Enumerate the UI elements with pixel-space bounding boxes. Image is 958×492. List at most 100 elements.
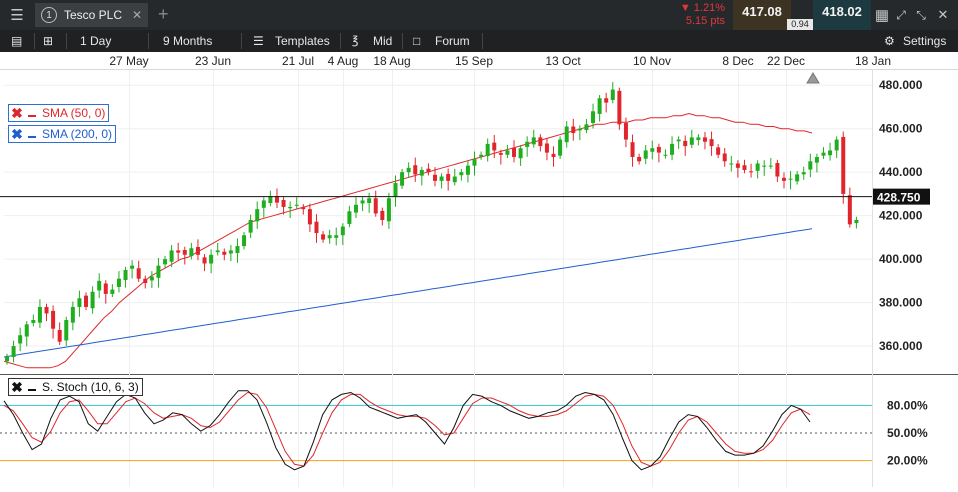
- candle-body: [314, 221, 319, 234]
- expand-icon[interactable]: ⤢: [896, 7, 906, 22]
- date-axis-label: 27 May: [109, 54, 148, 68]
- tab-number-badge: 1: [41, 7, 57, 23]
- remove-indicator-icon[interactable]: ✖: [11, 125, 23, 142]
- settings-button[interactable]: Settings: [903, 34, 947, 48]
- settings-icon[interactable]: ⚙: [884, 34, 895, 48]
- window-icon[interactable]: ▦: [874, 7, 890, 24]
- candle-body: [268, 196, 273, 204]
- candle-body: [847, 195, 852, 225]
- candle-body: [261, 200, 266, 208]
- candle-body: [452, 176, 457, 183]
- forum-button[interactable]: Forum: [435, 34, 470, 48]
- price-type-button[interactable]: Mid: [373, 34, 393, 48]
- minimize-indicator-icon[interactable]: [25, 105, 39, 121]
- sma200-line: [3, 228, 813, 358]
- legend-sma200[interactable]: ✖ SMA (200, 0): [8, 125, 117, 143]
- candle-body: [696, 137, 701, 140]
- candle-body: [242, 235, 247, 247]
- templates-icon[interactable]: ☰: [253, 34, 264, 48]
- candle-body: [591, 111, 596, 124]
- candle-body: [788, 178, 793, 180]
- candle-body: [77, 298, 82, 307]
- candle-body: [604, 98, 609, 103]
- candle-body: [294, 204, 299, 206]
- candle-body: [663, 154, 668, 156]
- candle-body: [577, 128, 582, 131]
- date-axis-label: 15 Sep: [455, 54, 493, 68]
- candle-body: [472, 159, 477, 166]
- tab-title: Tesco PLC: [64, 8, 123, 22]
- ask-button[interactable]: 418.02: [813, 0, 871, 30]
- templates-button[interactable]: Templates: [275, 34, 330, 48]
- candle-body: [209, 254, 214, 264]
- candle-body: [538, 137, 543, 147]
- menu-icon[interactable]: ☰: [10, 7, 24, 24]
- price-chart[interactable]: 27 May 23 Jun 21 Jul 4 Aug 18 Aug 15 Sep 13 Oc…: [0, 52, 958, 487]
- minimize-indicator-icon[interactable]: [25, 379, 39, 395]
- candle-body: [564, 126, 569, 143]
- remove-indicator-icon[interactable]: ✖: [11, 104, 23, 121]
- date-axis-label: 22 Dec: [767, 54, 805, 68]
- candle-body: [834, 139, 839, 151]
- stoch-axis-label: 80.00%: [887, 398, 928, 412]
- price-axis-label: 380.000: [879, 296, 923, 310]
- bid-button[interactable]: 417.08: [733, 0, 791, 30]
- candle-body: [584, 124, 589, 130]
- price-axis-label: 400.000: [879, 252, 923, 266]
- add-tab-icon[interactable]: +: [158, 4, 169, 24]
- candle-body: [479, 154, 484, 157]
- candle-body: [426, 168, 431, 173]
- minimize-indicator-icon[interactable]: [25, 126, 39, 142]
- candle-body: [84, 295, 89, 307]
- date-axis-label: 21 Jul: [282, 54, 314, 68]
- scroll-marker-icon: [806, 72, 820, 84]
- tab-tesco[interactable]: 1 Tesco PLC ✕: [35, 3, 148, 27]
- layout-icon[interactable]: ▤: [11, 34, 23, 48]
- range-dropdown[interactable]: 9 Months: [163, 34, 213, 48]
- change-points: 5.15 pts: [685, 15, 725, 27]
- grid-icon[interactable]: ⊞: [43, 34, 54, 48]
- candle-body: [110, 289, 115, 294]
- date-axis-bg: [0, 52, 958, 69]
- legend-sma50-label: SMA (50, 0): [42, 106, 106, 120]
- candle-body: [735, 163, 740, 168]
- forum-icon[interactable]: □: [413, 34, 421, 48]
- candle-body: [630, 142, 635, 157]
- candle-body: [525, 141, 530, 147]
- candle-body: [189, 248, 194, 257]
- candle-body: [347, 211, 352, 224]
- candle-body: [90, 291, 95, 309]
- candle-body: [544, 143, 549, 153]
- stoch-axis-label: 20.00%: [887, 454, 928, 468]
- candle-body: [768, 165, 773, 167]
- price-type-icon[interactable]: ℥: [352, 35, 359, 47]
- close-window-icon[interactable]: ✕: [937, 7, 949, 22]
- candle-body: [512, 147, 517, 157]
- candle-body: [70, 306, 75, 323]
- candle-body: [571, 126, 576, 134]
- candle-body: [11, 346, 16, 357]
- candle-body: [742, 165, 747, 170]
- price-change: ▼ 1.21% 5.15 pts: [655, 2, 725, 28]
- candle-body: [24, 324, 29, 337]
- candle-body: [44, 306, 49, 314]
- interval-dropdown[interactable]: 1 Day: [80, 34, 112, 48]
- legend-stoch[interactable]: ✖ S. Stoch (10, 6, 3): [8, 378, 143, 396]
- candle-body: [406, 167, 411, 173]
- candle-body: [281, 200, 286, 207]
- candle-body: [683, 140, 688, 147]
- divider: [66, 33, 67, 49]
- remove-indicator-icon[interactable]: ✖: [11, 378, 23, 395]
- chart-area[interactable]: 27 May 23 Jun 21 Jul 4 Aug 18 Aug 15 Sep 13 Oc…: [0, 52, 958, 487]
- candle-body: [18, 335, 23, 344]
- candle-body: [5, 356, 9, 362]
- candle-body: [485, 143, 490, 157]
- candle-body: [215, 250, 220, 253]
- close-icon[interactable]: ✕: [132, 8, 143, 22]
- candle-body: [31, 320, 36, 324]
- shrink-icon[interactable]: ⤡: [916, 7, 926, 22]
- legend-sma50[interactable]: ✖ SMA (50, 0): [8, 104, 110, 122]
- date-axis-label: 18 Jan: [855, 54, 891, 68]
- stoch-axis-label: 50.00%: [887, 426, 928, 440]
- divider: [340, 33, 341, 49]
